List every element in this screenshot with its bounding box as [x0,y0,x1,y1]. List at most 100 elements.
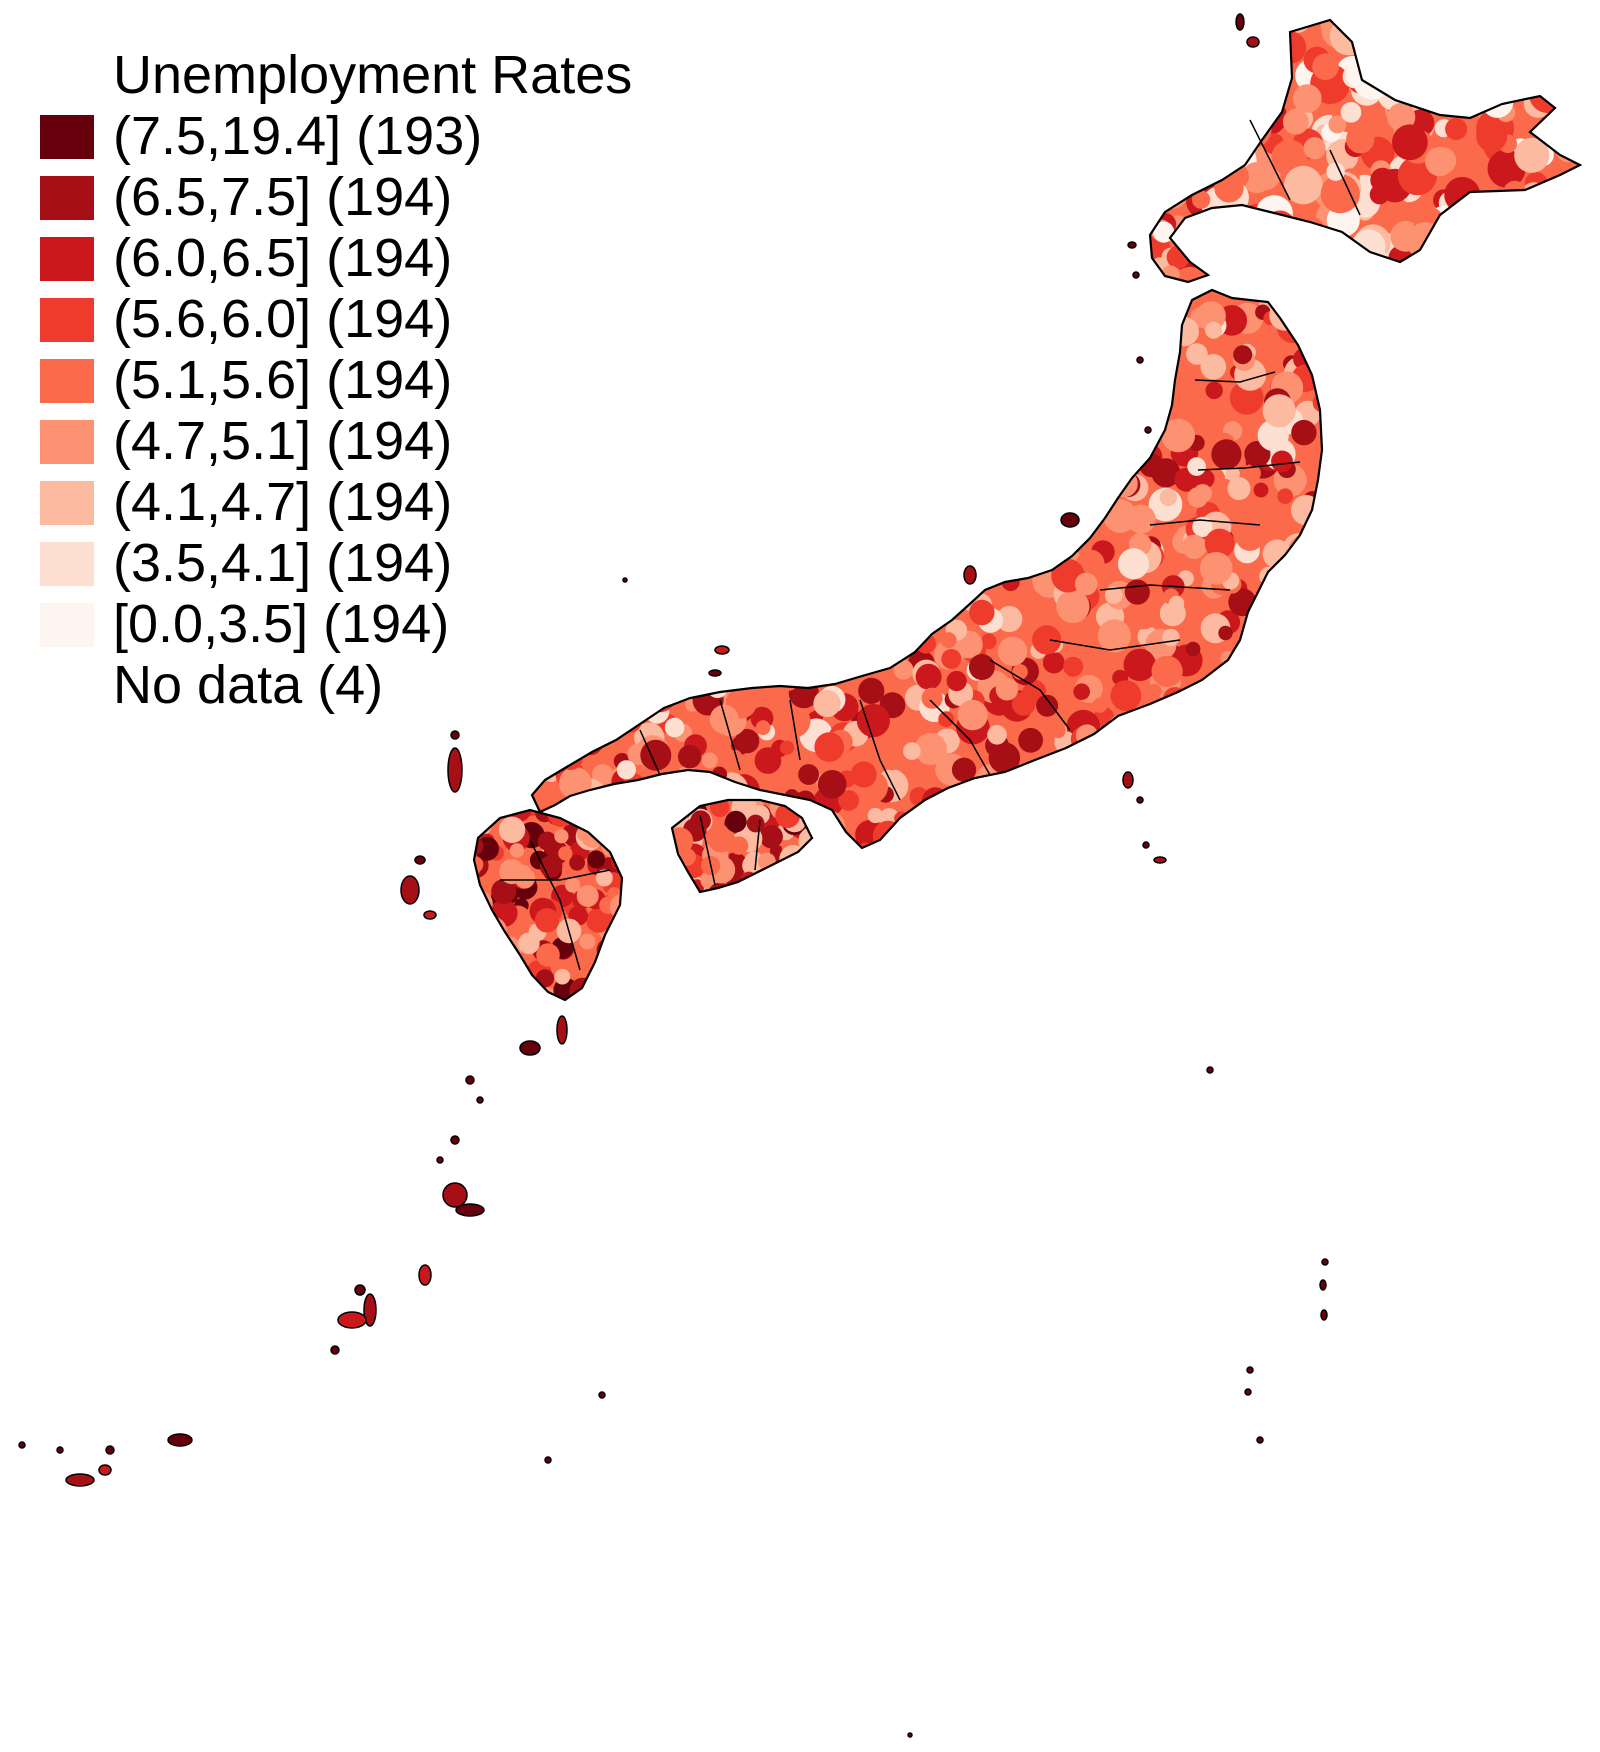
municipality-region [906,461,933,487]
municipality-region [623,782,642,801]
municipality-region [941,649,962,669]
municipality-region [595,869,613,887]
municipality-region [1520,204,1551,234]
municipality-region [798,764,819,785]
municipality-region [938,711,954,728]
municipality-region [648,474,676,502]
municipality-region [1200,228,1221,249]
municipality-region [1510,251,1544,282]
municipality-region [1395,20,1422,35]
municipality-region [1218,625,1233,641]
municipality-region [1276,646,1302,672]
island [963,565,977,585]
island [418,1264,432,1286]
municipality-region [1506,66,1529,89]
municipality-region [1022,397,1043,419]
municipality-region [649,838,674,848]
legend-label: (6.0,6.5] (194) [113,228,453,288]
island [105,1445,115,1455]
municipality-region [584,986,606,1000]
municipality-region [662,404,687,429]
municipality-region [479,916,507,945]
municipality-region [921,687,943,709]
municipality-region [1192,516,1213,538]
municipality-region [933,842,965,848]
prefecture-border [500,119,1361,971]
municipality-region [610,959,622,978]
municipality-region [987,552,1015,580]
municipality-region [1170,741,1188,759]
municipality-region [1172,107,1192,127]
municipality-region [1435,33,1457,55]
municipality-region [908,596,928,617]
municipality-region [612,810,622,825]
municipality-region [906,427,921,443]
municipality-region [1452,20,1491,40]
municipality-region [951,757,977,782]
municipality-region [1018,828,1037,847]
municipality-region [831,646,862,677]
municipality-region [839,614,872,648]
municipality-region [926,801,960,835]
municipality-region [1216,793,1246,822]
municipality-region [813,689,841,718]
municipality-region [1296,812,1317,833]
legend-item: (4.7,5.1] (194) [40,411,632,472]
municipality-region [1544,58,1577,91]
island [414,855,426,865]
municipality-region [1068,747,1085,764]
municipality-region [725,810,747,833]
municipality-region [1242,464,1261,483]
municipality-region [1257,78,1285,106]
municipality-region [1141,703,1172,734]
municipality-region [1072,396,1090,413]
municipality-region [474,959,480,978]
municipality-region [828,348,856,376]
municipality-region [759,602,789,632]
municipality-region [1040,412,1069,441]
municipality-region [915,633,936,654]
municipality-region [708,413,740,445]
municipality-region [1173,742,1192,761]
municipality-region [916,408,942,434]
map-legend: Unemployment Rates (7.5,19.4] (193) (6.5,… [40,44,632,716]
municipality-region [1253,694,1268,709]
municipality-region [614,815,639,840]
municipality-region [926,366,952,392]
municipality-region [1260,214,1299,253]
municipality-region [1022,499,1042,519]
municipality-region [865,540,882,557]
municipality-region [1157,763,1185,791]
municipality-region [1232,682,1249,700]
municipality-region [1254,215,1288,249]
municipality-region [1124,290,1155,308]
legend-swatch [40,419,94,464]
municipality-region [1189,83,1227,122]
legend-item: (5.6,6.0] (194) [40,289,632,350]
municipality-region [657,668,677,688]
municipality-region [940,632,957,649]
municipality-region [1221,761,1236,776]
municipality-region [1550,32,1580,66]
municipality-region [969,343,993,367]
municipality-region [769,290,792,309]
municipality-region [1046,432,1068,455]
municipality-region [767,353,796,382]
municipality-region [1104,852,1119,867]
municipality-region [1483,223,1507,247]
municipality-region [753,395,772,414]
municipality-region [1147,683,1162,699]
municipality-region [1194,120,1224,149]
municipality-region [696,325,714,343]
municipality-region [1291,419,1317,446]
municipality-region [1537,213,1576,252]
municipality-region [1315,260,1343,282]
municipality-region [737,549,753,565]
municipality-region [664,717,685,738]
municipality-region [1233,345,1253,365]
municipality-region [1264,27,1291,53]
municipality-region [1218,213,1256,251]
municipality-region [988,311,1016,339]
municipality-region [1237,757,1266,786]
municipality-region [901,290,931,301]
